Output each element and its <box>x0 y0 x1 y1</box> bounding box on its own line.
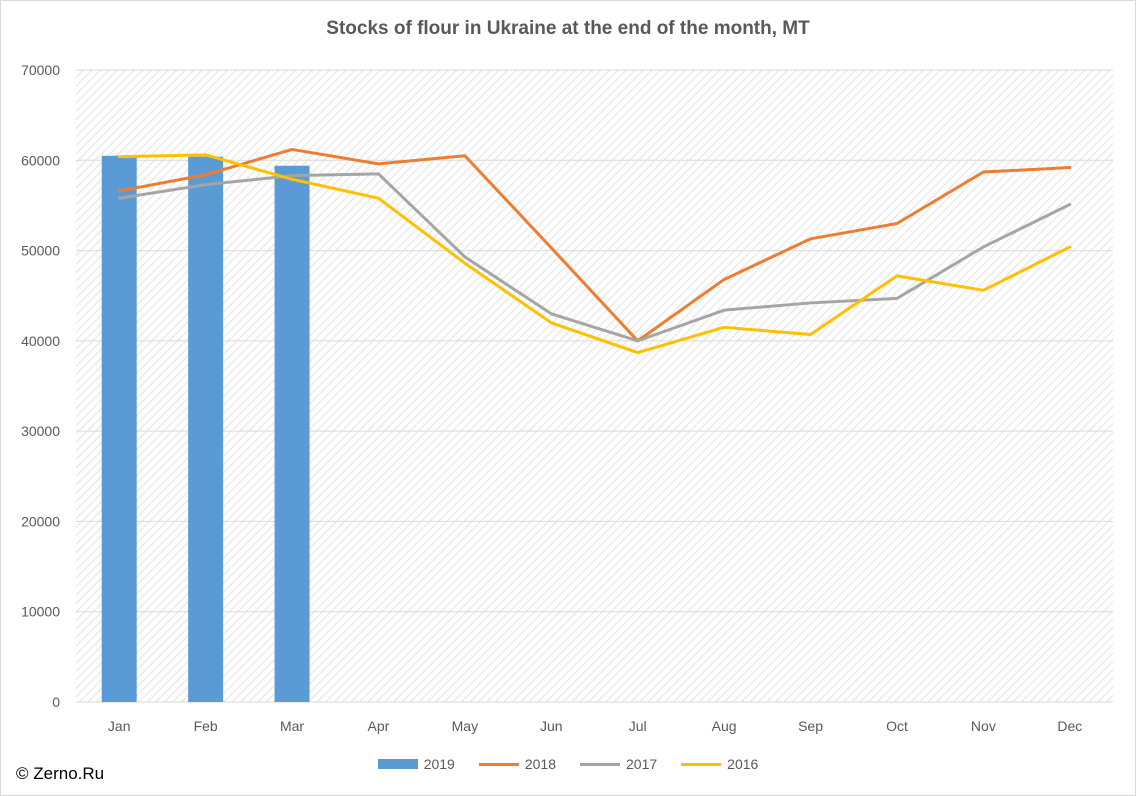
x-tick-label: Jan <box>108 718 131 734</box>
x-tick-label: Feb <box>194 718 218 734</box>
legend-item-2017: 2017 <box>580 756 657 772</box>
plot-area <box>76 70 1113 702</box>
line-series-2017 <box>117 172 1072 343</box>
x-tick-label: Aug <box>712 718 737 734</box>
gridlines <box>76 69 1113 703</box>
legend-label: 2017 <box>626 756 658 772</box>
legend-item-2016: 2016 <box>681 756 758 772</box>
legend-item-2019: 2019 <box>377 756 455 772</box>
y-tick-label: 0 <box>52 694 60 710</box>
legend-swatch <box>478 762 519 766</box>
legend-label: 2018 <box>524 756 556 772</box>
y-tick-label: 60000 <box>21 152 60 168</box>
x-tick-label: Mar <box>280 718 304 734</box>
y-tick-label: 30000 <box>21 423 60 439</box>
x-tick-label: Nov <box>971 718 996 734</box>
legend-item-2018: 2018 <box>478 756 556 772</box>
y-tick-label: 50000 <box>21 243 60 259</box>
x-tick-label: Jun <box>540 718 563 734</box>
bar-series <box>101 155 310 702</box>
x-tick-label: Jul <box>629 718 647 734</box>
y-tick-label: 20000 <box>21 513 60 529</box>
x-tick-label: Sep <box>798 718 823 734</box>
legend-swatch <box>580 762 620 766</box>
bar-2019-Feb <box>188 156 224 702</box>
line-series <box>117 147 1072 355</box>
chart-title: Stocks of flour in Ukraine at the end of… <box>326 18 810 39</box>
y-axis: 0 10000 20000 30000 40000 50000 60000 70000 <box>21 62 60 710</box>
bar-2019-Jan <box>101 155 137 702</box>
y-tick-label: 70000 <box>21 62 60 78</box>
y-tick-label: 40000 <box>21 333 60 349</box>
legend: 2019 2018 2017 2016 <box>0 756 1136 772</box>
line-series-2016 <box>117 153 1072 355</box>
bar-2019-Mar <box>274 165 310 702</box>
legend-label: 2019 <box>423 756 455 772</box>
x-tick-label: May <box>452 718 478 734</box>
x-tick-label: Oct <box>886 718 908 734</box>
x-axis: Jan Feb Mar Apr May Jun Jul Aug Sep Oct Nov Dec <box>108 718 1082 734</box>
y-tick-label: 10000 <box>21 604 60 620</box>
credit-text: © Zerno.Ru <box>16 764 105 783</box>
legend-label: 2016 <box>727 756 759 772</box>
legend-swatch <box>681 762 722 766</box>
x-tick-label: Apr <box>368 718 390 734</box>
legend-swatch <box>377 759 418 769</box>
line-series-2018 <box>117 147 1072 343</box>
x-tick-label: Dec <box>1057 718 1082 734</box>
